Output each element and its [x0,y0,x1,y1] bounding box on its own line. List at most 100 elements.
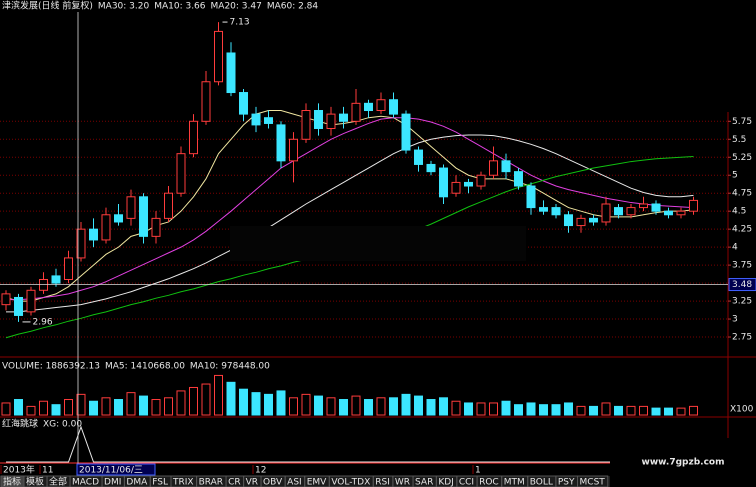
tab[interactable]: CCI [459,478,474,487]
legend-entry: MA60: 2.84 [267,2,319,12]
volume-bar [189,386,198,416]
y-tick-label: 2.75 [732,333,752,343]
tab[interactable]: 模板 [26,476,44,487]
volume-bar [689,405,698,416]
legend-entry: VOLUME: 1886392.13 [2,362,100,372]
volume-bar [139,395,148,416]
volume-bar [76,393,86,416]
y-tick-label: 4.5 [732,207,746,217]
candle-body [1,293,11,306]
ma-line [5,110,694,302]
tab[interactable]: MTM [504,478,525,487]
tab[interactable]: EMV [307,478,327,487]
tab[interactable]: TRIX [172,478,194,487]
volume-bar [14,399,23,416]
candle-body [114,214,123,223]
volume-bar [414,395,423,416]
date-label: 2013年 [3,464,35,476]
low-annotation: 2.96 [33,317,53,327]
candle-body [264,117,273,124]
tab[interactable]: VOL-TDX [331,478,370,487]
ma-line [6,117,694,301]
candle-body [351,102,361,122]
tab[interactable]: DMA [126,478,148,487]
candle-body [289,138,298,162]
volume-bar [101,397,111,416]
volume-bar [326,397,336,416]
candle-body [126,196,136,219]
y-tick-label: 5.5 [732,135,746,145]
volume-unit: X100 [730,405,754,415]
volume-bar [339,399,348,416]
tab[interactable]: 指标 [3,476,21,487]
candle-body [376,99,386,112]
candle-body [76,228,86,259]
tab[interactable]: MCST [580,478,606,487]
candle-body [251,113,261,126]
candle-body [214,30,223,83]
candle-body [551,207,561,216]
tab[interactable]: ROC [479,478,499,487]
y-tick-label: 4.25 [732,225,752,235]
date-label: 12 [255,466,266,476]
candle-body [414,149,423,165]
tab[interactable]: VR [246,478,258,487]
tab[interactable]: 全部 [49,476,67,487]
volume-bar [251,392,261,416]
crosshair-price: 3.48 [732,280,752,290]
watermark: www.7gpzb.com [642,458,725,468]
volume-bar [664,407,673,416]
y-tick-label: 5.75 [732,117,752,127]
volume-bar [564,402,573,416]
volume-bar [589,405,598,416]
volume-bar [276,390,286,416]
candle-body [26,289,36,313]
high-annotation: 7.13 [230,18,250,28]
tab[interactable]: BOLL [530,478,553,487]
candle-body [276,124,286,162]
tab[interactable]: MACD [72,478,99,487]
tab[interactable]: DMI [104,478,121,487]
volume-bar [314,395,323,416]
tab[interactable]: KDJ [438,478,454,487]
volume-bar [676,407,686,416]
tab[interactable]: FSL [152,478,168,487]
tab[interactable]: PSY [558,478,575,487]
candle-body [539,207,548,212]
volume-bar [489,402,498,416]
tab[interactable]: SAR [415,478,433,487]
volume-bar [639,405,648,416]
candle-body [64,257,73,280]
volume-bar [426,399,436,416]
tab[interactable]: RSI [375,478,390,487]
candle-body [564,214,573,227]
volume-bar [651,407,661,416]
candle-body [239,92,248,115]
candle-body [139,196,148,237]
candle-body [89,228,98,241]
candle-body [614,207,623,216]
volume-bar [514,404,523,416]
candle-body [226,52,236,94]
volume-bar [539,404,548,416]
candle-body [526,185,536,209]
candle-body [389,99,398,115]
tab[interactable]: WR [395,478,410,487]
tab[interactable]: CR [228,478,241,487]
candle-body [401,113,411,151]
y-tick-label: 5 [732,171,738,181]
tab[interactable]: BRAR [199,478,223,487]
tab[interactable]: OBV [263,478,283,487]
volume-bar [176,390,186,416]
candle-body [651,203,661,212]
candle-body [664,210,673,216]
candle-body [51,275,61,284]
watermark-box [610,438,756,487]
candle-body [451,181,461,194]
date-label: 11 [42,466,53,476]
legend-entry: MA10: 978448.00 [190,362,270,372]
candle-body [489,160,498,176]
tab[interactable]: ASI [287,478,302,487]
volume-bar [451,400,461,416]
